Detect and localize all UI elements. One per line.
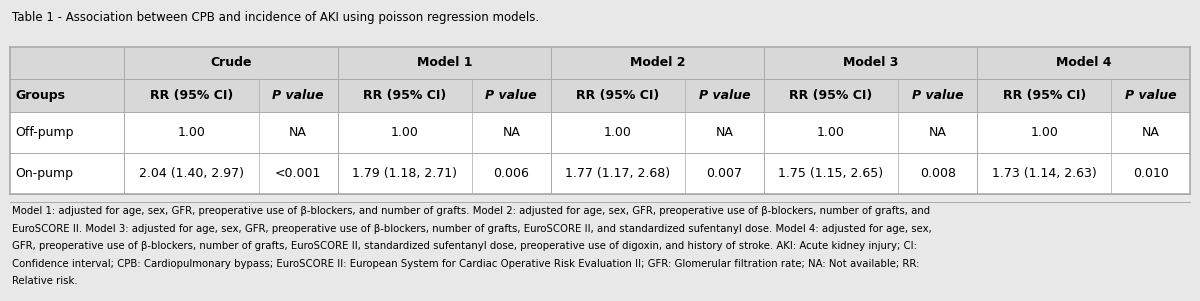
Text: NA: NA bbox=[289, 126, 307, 139]
Text: Model 4: Model 4 bbox=[1056, 56, 1111, 69]
Text: RR (95% CI): RR (95% CI) bbox=[790, 89, 872, 102]
Text: NA: NA bbox=[503, 126, 521, 139]
Text: RR (95% CI): RR (95% CI) bbox=[1003, 89, 1086, 102]
Text: Model 1: Model 1 bbox=[416, 56, 472, 69]
Text: NA: NA bbox=[1142, 126, 1159, 139]
Text: 1.00: 1.00 bbox=[391, 126, 419, 139]
Text: P value: P value bbox=[698, 89, 750, 102]
Text: RR (95% CI): RR (95% CI) bbox=[576, 89, 660, 102]
Text: 1.75 (1.15, 2.65): 1.75 (1.15, 2.65) bbox=[779, 167, 883, 180]
Text: 2.04 (1.40, 2.97): 2.04 (1.40, 2.97) bbox=[139, 167, 244, 180]
Text: 1.00: 1.00 bbox=[1031, 126, 1058, 139]
Text: 1.00: 1.00 bbox=[178, 126, 205, 139]
Text: NA: NA bbox=[929, 126, 947, 139]
Text: RR (95% CI): RR (95% CI) bbox=[364, 89, 446, 102]
Text: P value: P value bbox=[272, 89, 324, 102]
Text: EuroSCORE II. Model 3: adjusted for age, sex, GFR, preoperative use of β-blocker: EuroSCORE II. Model 3: adjusted for age,… bbox=[12, 224, 931, 234]
Text: 1.00: 1.00 bbox=[604, 126, 632, 139]
Text: Crude: Crude bbox=[210, 56, 252, 69]
Text: Model 2: Model 2 bbox=[630, 56, 685, 69]
Text: 0.007: 0.007 bbox=[707, 167, 743, 180]
Text: NA: NA bbox=[715, 126, 733, 139]
Text: 1.00: 1.00 bbox=[817, 126, 845, 139]
Text: 0.010: 0.010 bbox=[1133, 167, 1169, 180]
Text: 1.73 (1.14, 2.63): 1.73 (1.14, 2.63) bbox=[992, 167, 1097, 180]
Text: Table 1 - Association between CPB and incidence of AKI using poisson regression : Table 1 - Association between CPB and in… bbox=[12, 11, 539, 23]
Text: Groups: Groups bbox=[16, 89, 66, 102]
Text: 0.008: 0.008 bbox=[919, 167, 955, 180]
Text: 0.006: 0.006 bbox=[493, 167, 529, 180]
Text: P value: P value bbox=[912, 89, 964, 102]
Text: 1.77 (1.17, 2.68): 1.77 (1.17, 2.68) bbox=[565, 167, 671, 180]
Text: 1.79 (1.18, 2.71): 1.79 (1.18, 2.71) bbox=[352, 167, 457, 180]
Text: P value: P value bbox=[486, 89, 538, 102]
Text: Confidence interval; CPB: Cardiopulmonary bypass; EuroSCORE II: European System : Confidence interval; CPB: Cardiopulmonar… bbox=[12, 259, 919, 268]
Text: GFR, preoperative use of β-blockers, number of grafts, EuroSCORE II, standardize: GFR, preoperative use of β-blockers, num… bbox=[12, 241, 917, 251]
Text: Model 3: Model 3 bbox=[842, 56, 899, 69]
Text: Relative risk.: Relative risk. bbox=[12, 276, 78, 286]
Text: P value: P value bbox=[1126, 89, 1177, 102]
Text: <0.001: <0.001 bbox=[275, 167, 322, 180]
Text: Off-pump: Off-pump bbox=[16, 126, 74, 139]
Text: Model 1: adjusted for age, sex, GFR, preoperative use of β-blockers, and number : Model 1: adjusted for age, sex, GFR, pre… bbox=[12, 206, 930, 216]
Text: On-pump: On-pump bbox=[16, 167, 73, 180]
Text: RR (95% CI): RR (95% CI) bbox=[150, 89, 233, 102]
